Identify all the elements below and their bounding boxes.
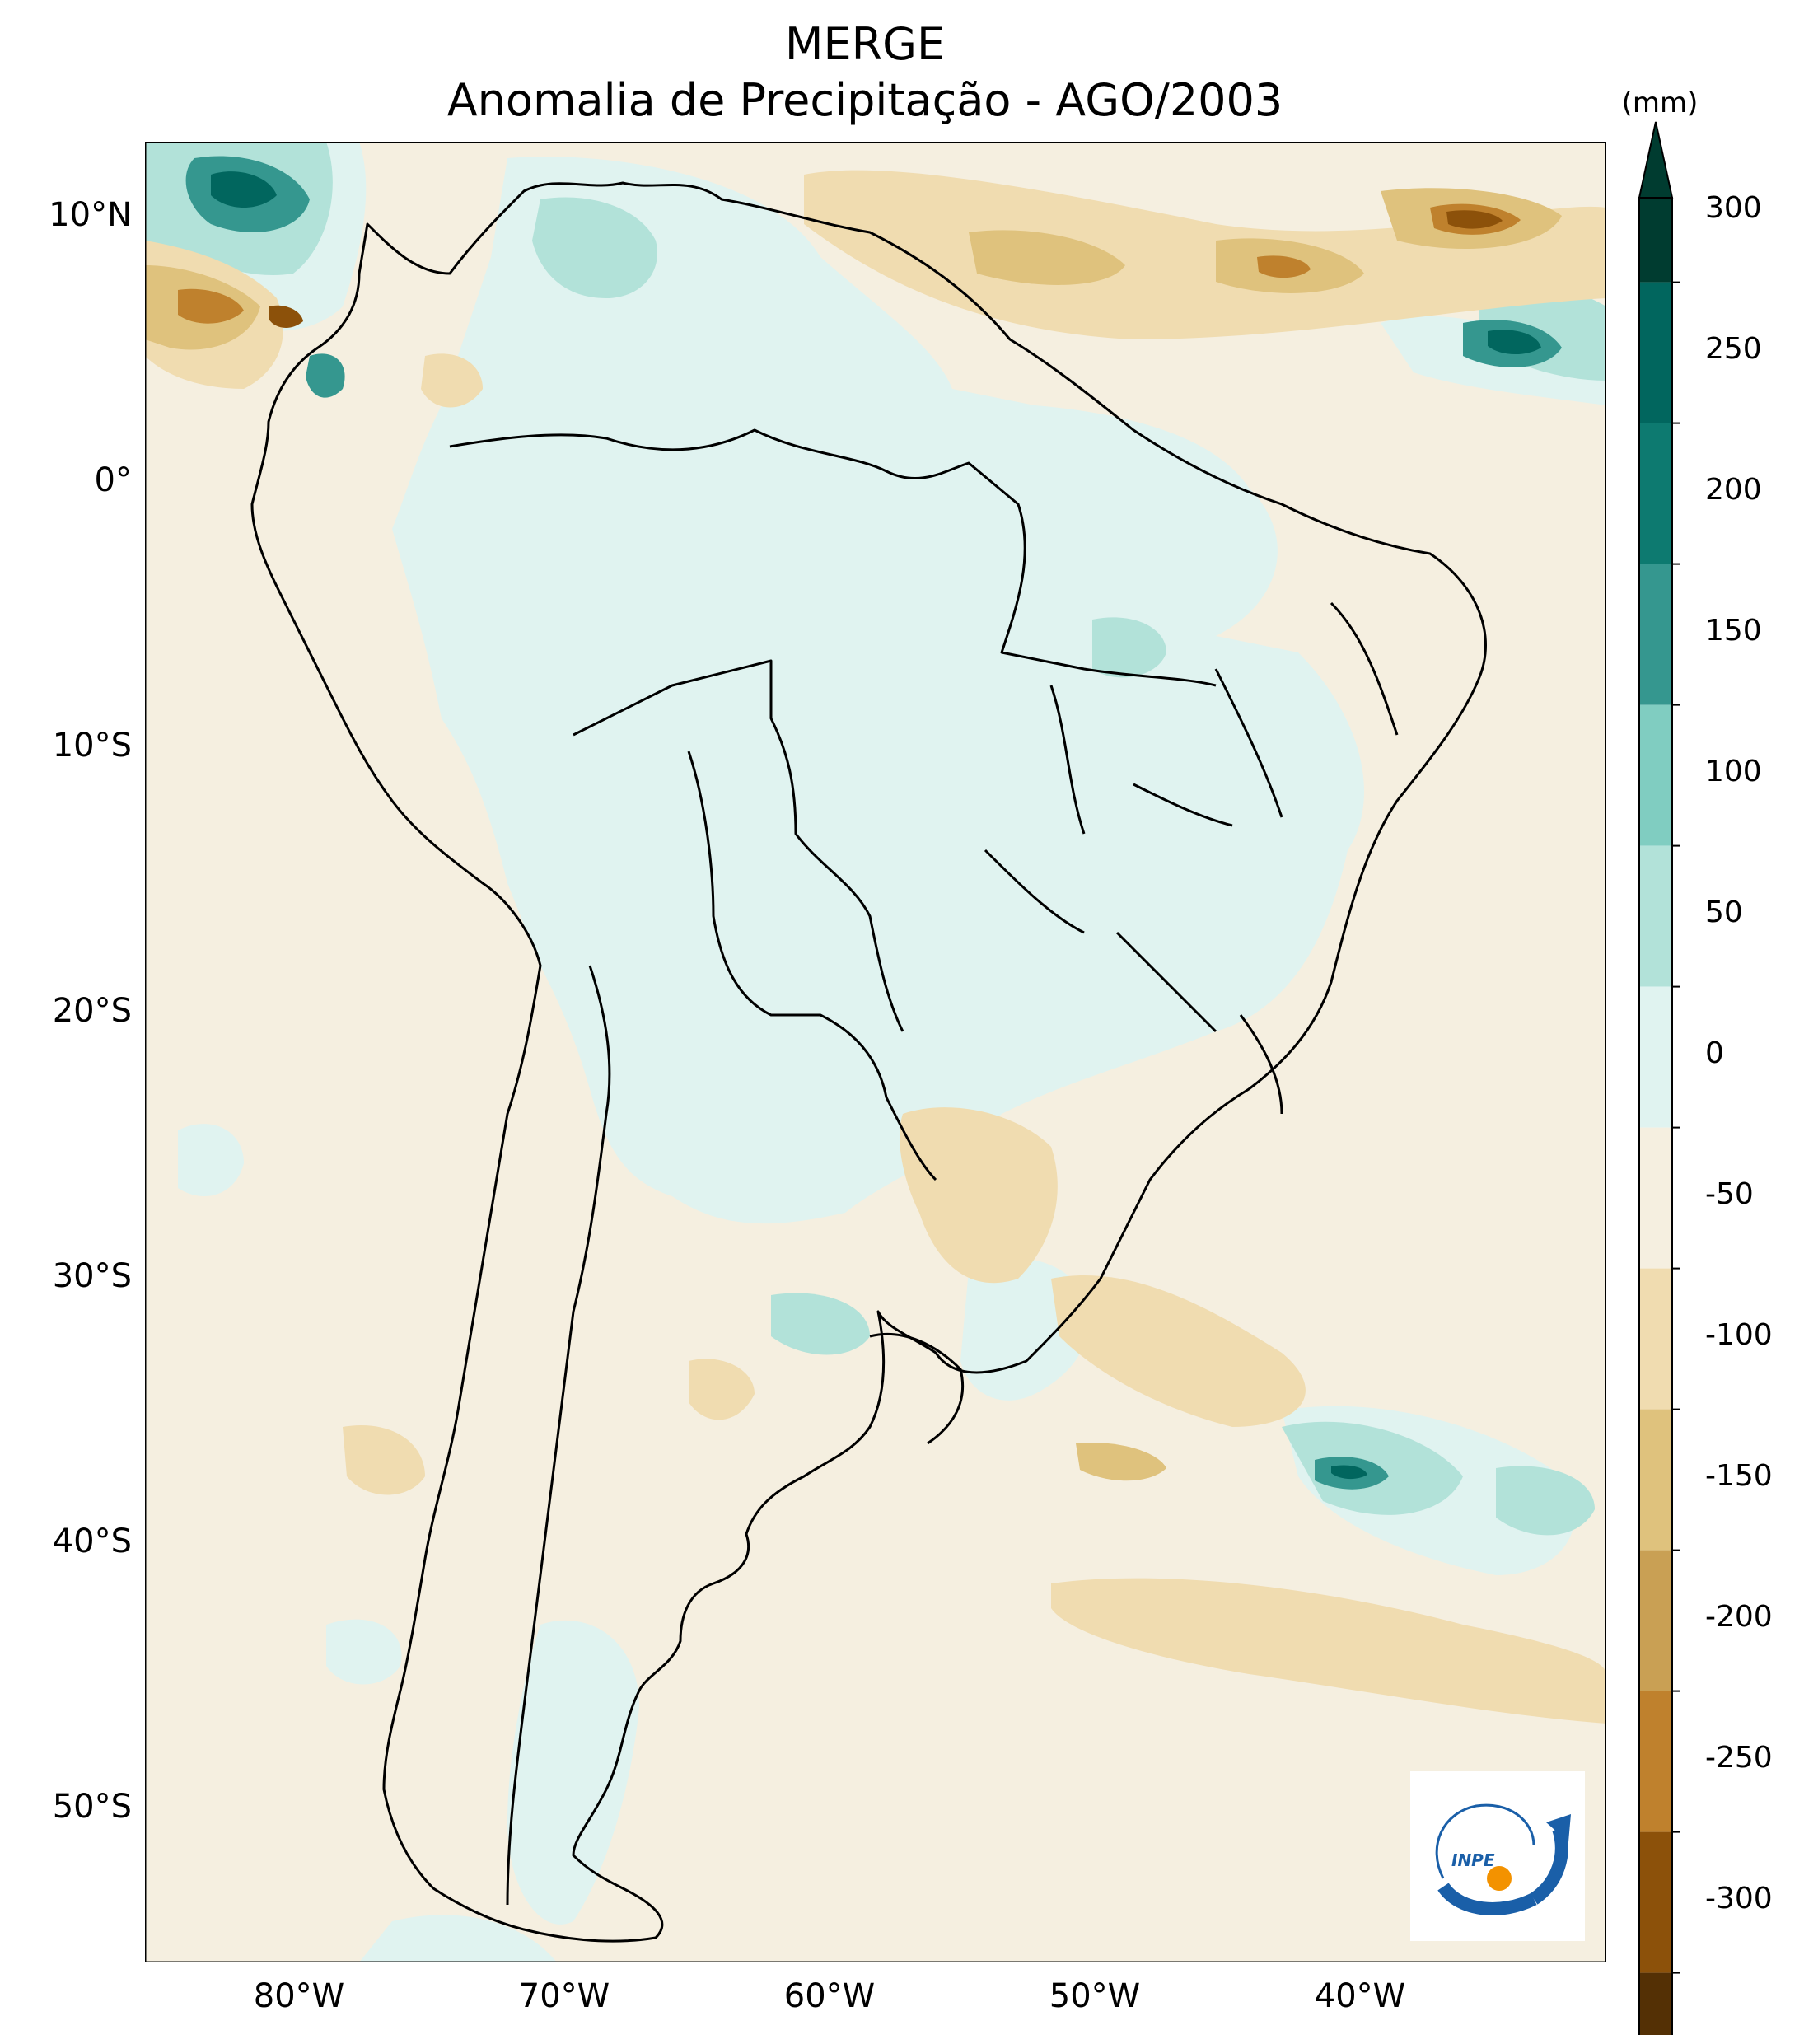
wet-anomaly-regions [145,142,1606,1962]
colorbar-segment [1639,1972,1672,2035]
inpe-logo-graphic: INPE [1435,1803,1571,1915]
colorbar-tick-label: -300 [1705,1882,1773,1915]
lon-label: 60°W [783,1977,876,2015]
lon-label: 70°W [518,1977,610,2015]
inpe-logo: INPE [1410,1771,1585,1941]
colorbar-tick-label: -150 [1705,1459,1773,1493]
colorbar-segment [1639,1409,1672,1551]
colorbar-segment [1639,986,1672,1128]
brazil-southwest-border [573,659,904,1032]
colorbar-tick-label: -200 [1705,1600,1773,1634]
continent-coastline [250,181,1487,1943]
colorbar-tick-label: -250 [1705,1741,1773,1775]
colorbar-tick-label: 200 [1705,473,1762,507]
lat-label: 10°S [52,727,132,765]
colorbar [1638,121,1680,2035]
colorbar-tick-label: 250 [1705,332,1762,366]
colorbar-tick-label: -50 [1705,1177,1754,1211]
colorbar-tick-label: 100 [1705,755,1762,788]
colorbar-units: (mm) [1621,87,1699,119]
lat-label: 40°S [52,1522,132,1560]
lat-label: 0° [94,461,132,499]
colorbar-segment [1639,1127,1672,1269]
colorbar-segment [1639,1268,1672,1410]
amazon-borders [449,428,1217,687]
colorbar-tick-label: 0 [1705,1036,1724,1070]
chart-title-line2: Anomalia de Precipitação - AGO/2003 [446,74,1283,126]
bolivia-paraguay-border [687,751,937,1181]
lat-label: 50°S [52,1788,132,1826]
colorbar-tick-label: 300 [1705,191,1762,225]
colorbar-segment [1639,198,1672,283]
very-strong-dry-regions [269,210,1503,328]
precipitation-anomaly-map [145,142,1606,1962]
colorbar-segment [1639,282,1672,423]
lat-label: 10°N [49,196,132,234]
colorbar-tick-label: 50 [1705,896,1743,929]
colorbar-segment [1639,564,1672,705]
colorbar-segment [1639,845,1672,987]
inpe-logo-text: INPE [1451,1850,1495,1870]
lon-label: 40°W [1314,1977,1406,2015]
colorbar-max-arrow [1638,121,1674,199]
very-strong-wet-regions [211,171,1541,1480]
colorbar-tick-label: -100 [1705,1318,1773,1352]
colorbar-segment [1639,1550,1672,1691]
lat-label: 20°S [52,992,132,1030]
lat-label: 30°S [52,1257,132,1295]
lon-label: 50°W [1049,1977,1141,2015]
colorbar-segment [1639,423,1672,564]
argentina-chile-border [506,965,611,1906]
uruguay-border [869,1332,965,1445]
lon-label: 80°W [253,1977,345,2015]
colorbar-segment [1639,1831,1672,1973]
colorbar-segment [1639,704,1672,846]
coastlines-and-borders [250,181,1487,1943]
brazil-states [984,601,1399,1115]
colorbar-segment [1639,1691,1672,1832]
colorbar-tick-label: 150 [1705,614,1762,648]
chart-title-line1: MERGE [784,18,946,70]
